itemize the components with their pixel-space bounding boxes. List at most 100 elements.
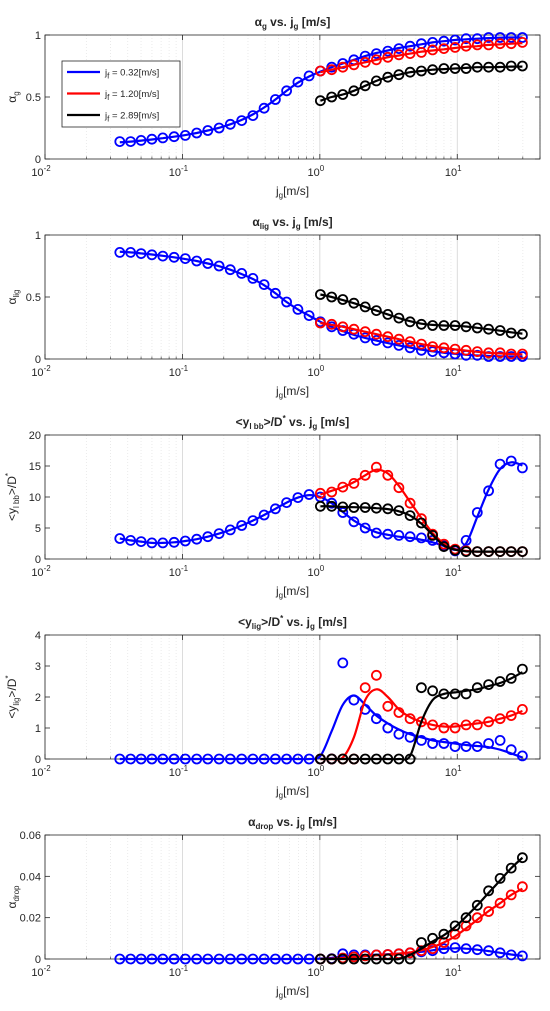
data-point: [505, 60, 517, 72]
data-point: [382, 753, 394, 765]
x-tick-label: 10-2: [31, 164, 51, 179]
data-point: [517, 348, 528, 360]
data-point: [370, 334, 382, 346]
data-point: [213, 953, 225, 965]
y-axis-label: αlig​: [5, 290, 21, 305]
data-point: [404, 510, 416, 521]
data-point: [404, 531, 416, 543]
x-tick-label: 10-2: [31, 364, 51, 379]
data-point: [135, 753, 147, 765]
data-point: [281, 296, 293, 308]
data-point: [460, 741, 472, 752]
data-point: [348, 59, 360, 71]
x-tick-label: 101: [445, 164, 462, 179]
data-point: [157, 132, 169, 144]
data-point: [359, 704, 371, 715]
y-tick-label: 0.04: [20, 871, 41, 883]
series-fit-line: [119, 694, 523, 761]
data-point: [471, 912, 483, 924]
data-point: [348, 753, 360, 765]
data-point: [146, 249, 158, 261]
data-point: [258, 279, 270, 291]
data-point: [314, 500, 326, 512]
data-point: [236, 115, 248, 126]
data-point: [505, 38, 517, 50]
data-point: [483, 61, 495, 73]
data-point: [382, 45, 394, 57]
data-point: [517, 60, 528, 72]
data-point: [326, 497, 338, 509]
data-point: [494, 61, 506, 73]
data-point: [247, 515, 259, 526]
data-point: [359, 682, 371, 694]
data-point: [415, 937, 427, 948]
chart-panel-3: 10-2 10-1 100 101 0 5 10 15 20 <yl bb​>/D*​ vs. j…: [4, 414, 541, 600]
y-tick-label: 15: [29, 461, 41, 473]
y-tick-label: 0.5: [26, 292, 41, 304]
data-point: [224, 753, 236, 765]
data-point: [427, 738, 439, 749]
data-point: [359, 332, 371, 344]
data-point: [359, 753, 371, 765]
series-fit-line: [320, 671, 523, 761]
data-point: [258, 509, 270, 521]
data-point: [494, 897, 506, 909]
data-point: [348, 516, 360, 528]
plot-area: [45, 635, 540, 759]
data-point: [427, 64, 439, 76]
data-point: [427, 943, 439, 955]
y-tick-label: 0: [35, 954, 41, 966]
data-point: [505, 546, 517, 557]
x-tick-label: 10-2: [31, 564, 51, 579]
x-tick-label: 101: [445, 764, 462, 779]
data-point: [382, 51, 394, 63]
data-point: [191, 127, 203, 139]
data-point: [393, 505, 405, 517]
data-point: [179, 253, 191, 265]
data-point: [505, 744, 517, 756]
data-point: [483, 738, 495, 749]
data-point: [168, 953, 180, 965]
data-point: [314, 65, 326, 77]
data-point: [157, 250, 169, 262]
x-tick-label: 101: [445, 964, 462, 979]
data-point: [382, 308, 394, 320]
data-point: [427, 341, 439, 353]
x-tick-label: 101: [445, 564, 462, 579]
x-tick-label: 101: [445, 364, 462, 379]
data-point: [404, 731, 416, 743]
data-point: [460, 344, 472, 356]
data-point: [213, 260, 225, 272]
data-point: [382, 337, 394, 349]
data-point: [337, 89, 349, 100]
data-point: [494, 325, 506, 336]
data-point: [359, 502, 371, 513]
series-3: [314, 500, 528, 557]
x-axis-label: jg​[m/s]: [275, 184, 309, 200]
data-point: [382, 722, 394, 734]
data-point: [224, 118, 236, 130]
series-fit-line: [320, 65, 523, 102]
data-point: [359, 326, 371, 338]
data-point: [348, 477, 360, 489]
data-point: [168, 131, 180, 143]
data-point: [471, 899, 483, 911]
data-point: [415, 318, 427, 330]
data-point: [114, 953, 126, 965]
data-point: [370, 328, 382, 340]
y-axis-label: αdrop​: [5, 885, 21, 909]
data-point: [224, 953, 236, 965]
data-point: [483, 679, 495, 690]
data-point: [114, 246, 126, 258]
data-point: [191, 255, 203, 267]
data-point: [247, 753, 259, 765]
plot-area: [45, 435, 540, 559]
data-point: [326, 953, 338, 965]
data-point: [258, 953, 270, 965]
x-axis-label: jg​[m/s]: [275, 984, 309, 1000]
y-tick-label: 0.5: [26, 92, 41, 104]
data-point: [370, 75, 382, 87]
x-tick-label: 10-1: [169, 364, 189, 379]
data-point: [179, 753, 191, 765]
